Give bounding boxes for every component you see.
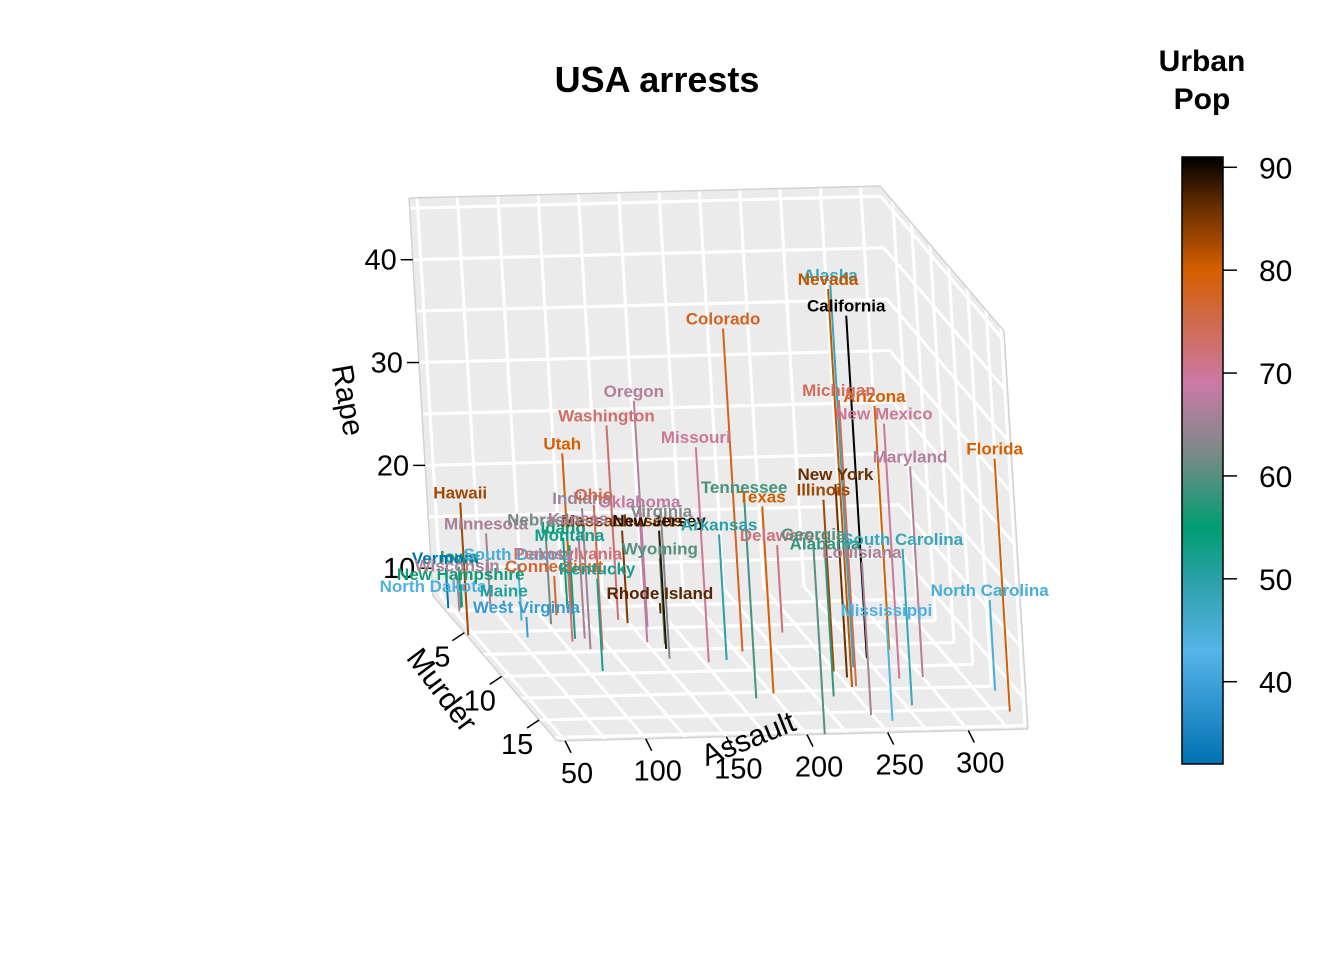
legend-tick-label: 40	[1259, 667, 1292, 700]
y-tick-mark	[452, 633, 464, 641]
x-tick-label: 100	[634, 756, 682, 788]
x-tick-mark	[807, 735, 813, 747]
point-label: Oregon	[604, 382, 664, 401]
point-label: Missouri	[661, 428, 731, 447]
z-axis-label: Rape	[325, 362, 370, 438]
chart-title: USA arrests	[555, 59, 760, 100]
point-label: Kentucky	[559, 560, 636, 579]
legend-title-line2: Pop	[1174, 83, 1231, 116]
point-label: Rhode Island	[607, 584, 714, 603]
legend-tick-label: 50	[1259, 564, 1292, 597]
point-label: Utah	[543, 434, 581, 453]
point-label: North Carolina	[931, 581, 1050, 600]
point-label: Washington	[558, 406, 655, 425]
point-stem	[526, 617, 527, 638]
point-label: New Mexico	[835, 405, 932, 424]
point-label: Mississippi	[841, 601, 933, 620]
color-legend: Urban Pop 40 50 60 70 80 90	[1159, 45, 1293, 764]
y-tick-mark	[527, 720, 539, 728]
point-label: California	[807, 297, 886, 316]
y-tick-mark	[490, 676, 502, 684]
y-tick-label: 15	[501, 729, 533, 761]
legend-colorbar	[1182, 157, 1223, 764]
point-label: Hawaii	[433, 484, 487, 503]
point-label: Arkansas	[681, 515, 758, 534]
x-tick-label: 300	[956, 748, 1004, 780]
legend-tick-label: 90	[1259, 152, 1292, 185]
x-tick-label: 200	[795, 752, 843, 784]
legend-ticks: 40 50 60 70 80 90	[1223, 152, 1292, 699]
point-stem	[660, 603, 661, 613]
point-label: Michigan	[802, 381, 876, 400]
z-tick-label: 40	[364, 245, 396, 277]
x-tick-label: 50	[561, 758, 593, 790]
point-label: West Virginia	[473, 598, 581, 617]
legend-title-line1: Urban	[1159, 45, 1246, 78]
point-label: Maryland	[873, 447, 948, 466]
z-tick-label: 20	[377, 450, 409, 482]
point-label: Tennessee	[701, 478, 788, 497]
x-tick-mark	[888, 733, 894, 745]
point-label: Florida	[966, 440, 1023, 459]
point-label: Louisiana	[822, 543, 902, 562]
x-tick-mark	[968, 731, 974, 743]
point-label: New York	[797, 465, 873, 484]
point-label: Montana	[534, 526, 604, 545]
legend-tick-label: 80	[1259, 255, 1292, 288]
legend-tick-label: 60	[1259, 461, 1292, 494]
legend-tick-label: 70	[1259, 358, 1292, 391]
point-label: Ohio	[574, 486, 613, 505]
point-label: Wyoming	[622, 539, 698, 558]
x-tick-mark	[646, 739, 652, 751]
point-label: Georgia	[781, 525, 846, 544]
point-label: Colorado	[686, 310, 761, 329]
z-tick-label: 30	[371, 348, 403, 380]
x-tick-mark	[565, 741, 571, 753]
point-label: Nevada	[798, 270, 859, 289]
x-tick-label: 250	[875, 750, 923, 782]
